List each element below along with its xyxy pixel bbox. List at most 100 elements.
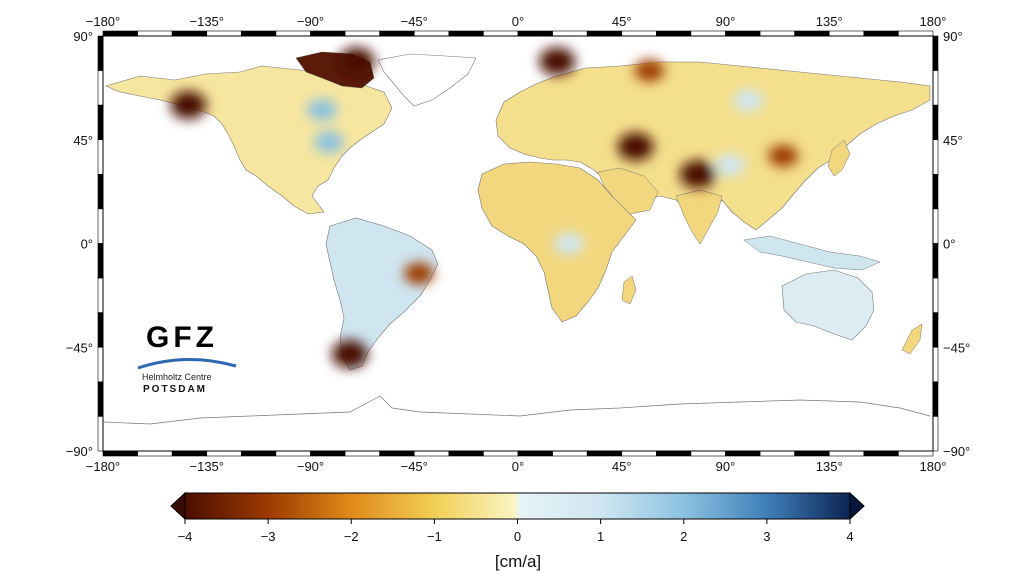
frame-segment-right: [932, 208, 939, 244]
colorbar-tick-label: 4: [846, 529, 853, 544]
hotspot-alaska: [170, 91, 207, 120]
lat-label-left: −45°: [66, 340, 93, 355]
frame-segment-right: [932, 346, 939, 383]
frame-segment-bottom: [725, 450, 761, 457]
colorbar-tick-label: 0: [514, 529, 521, 544]
frame-segment-left: [97, 346, 104, 383]
lon-label-top: 0°: [512, 14, 524, 29]
frame-segment-bottom: [690, 450, 726, 457]
lon-label-bottom: −45°: [401, 459, 428, 474]
frame-segment-bottom: [379, 450, 415, 457]
frame-segment-top: [241, 30, 277, 37]
frame-segment-right: [932, 277, 939, 313]
frame-segment-top: [483, 30, 519, 37]
lon-label-top: −45°: [401, 14, 428, 29]
frame-segment-top: [448, 30, 484, 37]
frame-segment-top: [759, 30, 795, 37]
frame-segment-right: [932, 174, 939, 210]
frame-segment-bottom: [759, 450, 795, 457]
hotspot-great-lakes: [313, 131, 344, 154]
frame-segment-left: [97, 416, 104, 452]
lat-label-right: 45°: [943, 133, 963, 148]
frame-segment-right: [932, 243, 939, 279]
colorbar-tick-label: −1: [427, 529, 442, 544]
frame-segment-left: [97, 35, 104, 71]
colorbar-min-arrow: [170, 491, 186, 521]
frame-segment-bottom: [586, 450, 623, 457]
lon-label-top: −90°: [297, 14, 324, 29]
frame-segment-left: [97, 70, 104, 106]
frame-segment-right: [932, 70, 939, 106]
logo-swoosh: [137, 357, 237, 370]
lat-label-left: 0°: [81, 237, 93, 252]
frame-segment-top: [413, 30, 450, 37]
colorbar-tick-label: −3: [261, 529, 276, 544]
lat-label-left: −90°: [66, 444, 93, 459]
colorbar-tick-label: 2: [680, 529, 687, 544]
frame-segment-bottom: [171, 450, 208, 457]
map-frame: [97, 30, 939, 457]
lon-label-top: 45°: [612, 14, 632, 29]
japan: [827, 139, 851, 177]
colorbar: −4 −3 −2 −1 0 1 2 3 4 [cm/a]: [170, 491, 865, 571]
frame-segment-bottom: [241, 450, 277, 457]
hotspot-amazon: [353, 241, 384, 264]
india: [675, 189, 723, 245]
colorbar-unit-label: [cm/a]: [495, 552, 541, 571]
latitude-labels-left: 90° 45° 0° −45° −90°: [66, 29, 93, 459]
frame-segment-top: [275, 30, 311, 37]
frame-segment-right: [932, 312, 939, 348]
frame-segment-top: [586, 30, 623, 37]
frame-segment-left: [97, 381, 104, 417]
frame-segment-bottom: [275, 450, 311, 457]
colorbar-tick-label: −4: [178, 529, 193, 544]
lat-label-right: 90°: [943, 29, 963, 44]
frame-segment-top: [621, 30, 657, 37]
frame-segment-top: [517, 30, 553, 37]
australia: [781, 269, 875, 341]
frame-segment-top: [828, 30, 865, 37]
longitude-labels-bottom: −180° −135° −90° −45° 0° 45° 90° 135° 180°: [86, 459, 947, 474]
frame-segment-right: [932, 381, 939, 417]
lon-label-bottom: 45°: [612, 459, 632, 474]
lon-label-bottom: −135°: [190, 459, 224, 474]
frame-segment-top: [171, 30, 208, 37]
frame-segment-left: [97, 104, 104, 141]
lat-label-right: 0°: [943, 237, 955, 252]
hotspot-svalbard: [539, 47, 576, 76]
frame-segment-left: [97, 243, 104, 279]
frame-segment-bottom: [310, 450, 346, 457]
frame-segment-bottom: [206, 450, 242, 457]
frame-segment-top: [102, 30, 138, 37]
new-zealand: [901, 323, 923, 355]
hotspot-caspian-sea: [617, 132, 654, 161]
colorbar-gradient: [184, 492, 851, 520]
frame-segment-bottom: [863, 450, 899, 457]
lon-label-top: −135°: [190, 14, 224, 29]
lon-label-top: 135°: [816, 14, 843, 29]
colorbar-tick-label: 3: [763, 529, 770, 544]
frame-segment-right: [932, 416, 939, 452]
hotspot-novaya-zemlya: [634, 59, 665, 82]
frame-segment-bottom: [656, 450, 692, 457]
frame-segment-right: [932, 35, 939, 71]
lat-label-right: −90°: [943, 444, 970, 459]
frame-segment-bottom: [517, 450, 553, 457]
frame-segment-left: [97, 139, 104, 175]
frame-segment-bottom: [828, 450, 865, 457]
eurasia: [495, 61, 931, 231]
map-border: [102, 35, 934, 452]
hotspot-north-india: [679, 160, 716, 189]
logo-title: GFZ: [146, 321, 218, 354]
frame-segment-bottom: [413, 450, 450, 457]
frame-segment-top: [794, 30, 830, 37]
frame-segment-top: [310, 30, 346, 37]
colorbar-max-arrow: [849, 491, 865, 521]
colorbar-tick-label: 1: [597, 529, 604, 544]
frame-segment-top: [863, 30, 899, 37]
frame-segment-bottom: [621, 450, 657, 457]
lon-label-bottom: −180°: [86, 459, 120, 474]
longitude-labels-top: −180° −135° −90° −45° 0° 45° 90° 135° 180°: [86, 14, 947, 29]
frame-segment-bottom: [344, 450, 380, 457]
